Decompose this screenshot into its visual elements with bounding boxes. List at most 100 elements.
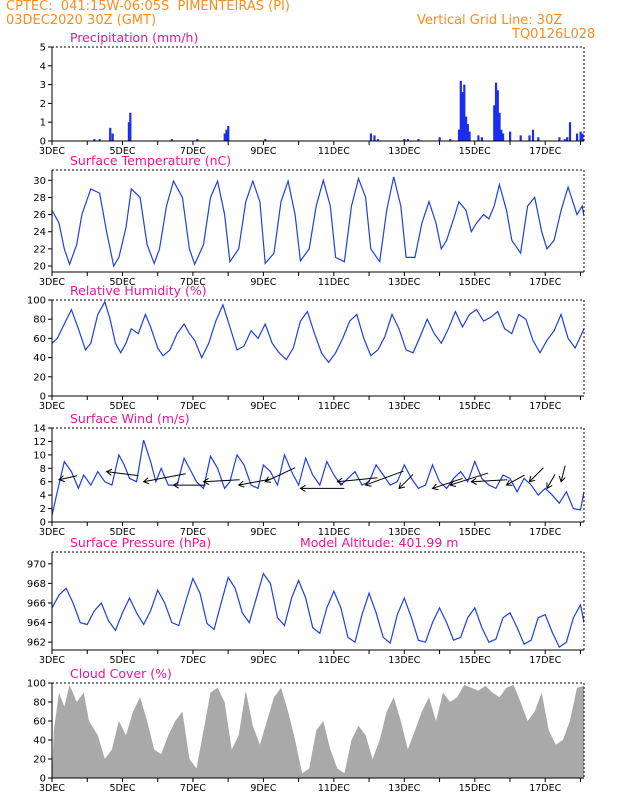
panel-frame xyxy=(51,169,585,273)
x-tick-label: 17DEC xyxy=(529,401,561,412)
panel-plot-area-4 xyxy=(52,572,584,648)
wind-vector xyxy=(398,474,414,489)
y-tick-label: 2 xyxy=(40,99,46,110)
x-tick-label: 13DEC xyxy=(388,783,420,794)
x-tick-label: 7DEC xyxy=(180,655,206,666)
y-tick-label: 100 xyxy=(27,679,46,690)
x-tick-label: 7DEC xyxy=(180,401,206,412)
x-tick-label: 15DEC xyxy=(459,527,491,538)
wind-vector xyxy=(471,479,508,483)
wind-arrowhead xyxy=(398,482,406,490)
x-tick-label: 7DEC xyxy=(180,146,206,157)
precip-bar xyxy=(575,133,579,141)
precip-bar xyxy=(464,116,468,141)
wind-arrowhead xyxy=(58,475,65,483)
y-tick-label: 964 xyxy=(27,618,46,629)
y-tick-label: 10 xyxy=(33,450,46,461)
x-tick-label: 5DEC xyxy=(109,146,135,157)
wind-arrowhead xyxy=(237,480,245,488)
precip-bar xyxy=(501,133,505,141)
wind-arrowhead xyxy=(431,483,439,491)
x-tick-label: 3DEC xyxy=(39,783,65,794)
x-tick-label: 17DEC xyxy=(529,655,561,666)
x-tick-label: 7DEC xyxy=(180,527,206,538)
precip-bar xyxy=(509,131,512,141)
panel-plot-area-3 xyxy=(52,439,584,516)
panel-title: Surface Temperature (nC) xyxy=(70,153,231,168)
wind-vector xyxy=(106,471,139,477)
precip-bar xyxy=(466,124,469,141)
wind-arrowhead xyxy=(336,477,344,485)
y-tick-label: 1 xyxy=(40,118,46,129)
panel-frame xyxy=(51,46,585,142)
precip-bar xyxy=(376,139,380,141)
x-tick-label: 17DEC xyxy=(529,783,561,794)
panel-title: Precipitation (mm/h) xyxy=(70,30,198,45)
precip-bar xyxy=(264,139,267,141)
y-tick-label: 4 xyxy=(40,61,46,72)
precip-bar xyxy=(227,125,230,141)
precip-bar xyxy=(519,135,522,141)
wind-vector xyxy=(560,465,566,482)
precip-bar xyxy=(457,129,461,141)
wind-vector xyxy=(529,467,544,483)
y-tick-label: 60 xyxy=(33,717,46,728)
x-tick-label: 15DEC xyxy=(459,401,491,412)
wind-vector xyxy=(546,474,556,489)
panel-title: Surface Pressure (hPa) xyxy=(70,535,211,550)
y-tick-label: 26 xyxy=(33,210,46,221)
x-tick-label: 9DEC xyxy=(250,401,276,412)
wind-arrowhead xyxy=(202,477,210,485)
series-line-1 xyxy=(52,176,584,268)
y-tick-label: 24 xyxy=(33,227,46,238)
wind-arrowhead xyxy=(299,484,306,492)
x-tick-label: 15DEC xyxy=(459,655,491,666)
wind-arrowhead xyxy=(364,480,372,487)
y-tick-label: 966 xyxy=(27,598,46,609)
precip-bar xyxy=(496,90,499,141)
panel-plot-area-2 xyxy=(52,300,584,364)
panel-frame xyxy=(51,299,585,397)
x-tick-label: 13DEC xyxy=(388,146,420,157)
x-tick-label: 13DEC xyxy=(388,655,420,666)
y-tick-label: 22 xyxy=(33,244,46,255)
x-tick-label: 17DEC xyxy=(529,277,561,288)
x-tick-label: 11DEC xyxy=(318,783,350,794)
x-tick-label: 9DEC xyxy=(250,277,276,288)
x-tick-label: 3DEC xyxy=(39,401,65,412)
y-tick-label: 60 xyxy=(33,334,46,345)
panel-plot-area-0 xyxy=(93,80,584,141)
cloud-cover-area xyxy=(52,684,584,778)
precip-bar xyxy=(111,133,114,141)
y-tick-label: 0 xyxy=(40,774,46,785)
precip-bar xyxy=(406,139,410,141)
precip-bar xyxy=(568,122,572,141)
x-tick-label: 11DEC xyxy=(318,146,350,157)
panel-plot-area-5 xyxy=(52,684,584,778)
x-tick-label: 15DEC xyxy=(459,277,491,288)
precip-bar xyxy=(93,139,96,141)
wind-arrowhead xyxy=(264,476,272,483)
y-tick-label: 80 xyxy=(33,315,46,326)
precip-bar xyxy=(480,137,484,141)
x-tick-label: 3DEC xyxy=(39,146,65,157)
wind-vector xyxy=(58,475,78,481)
precip-bar xyxy=(98,139,101,141)
x-tick-label: 5DEC xyxy=(109,655,135,666)
x-tick-label: 5DEC xyxy=(109,401,135,412)
x-tick-label: 9DEC xyxy=(250,527,276,538)
x-tick-label: 9DEC xyxy=(250,783,276,794)
y-tick-label: 962 xyxy=(27,638,46,649)
wind-vector xyxy=(449,472,489,486)
precip-bar xyxy=(196,139,199,141)
y-tick-label: 40 xyxy=(33,736,46,747)
precip-bar xyxy=(403,139,406,141)
precip-bar xyxy=(563,139,566,141)
x-tick-label: 13DEC xyxy=(388,527,420,538)
x-tick-label: 5DEC xyxy=(109,783,135,794)
precip-bar xyxy=(500,129,503,141)
y-tick-label: 40 xyxy=(33,353,46,364)
x-tick-label: 9DEC xyxy=(250,146,276,157)
series-line-3 xyxy=(52,439,584,516)
precip-bar xyxy=(170,139,173,141)
